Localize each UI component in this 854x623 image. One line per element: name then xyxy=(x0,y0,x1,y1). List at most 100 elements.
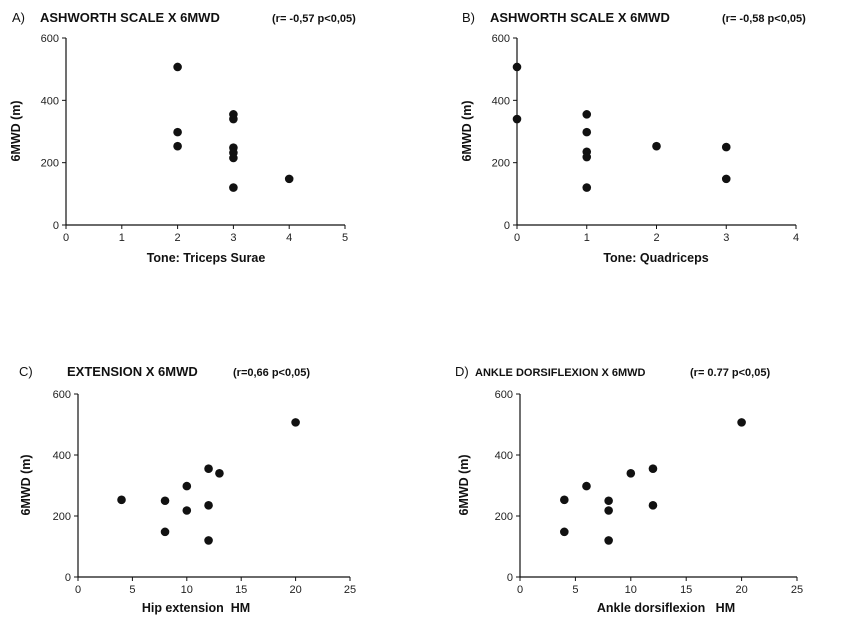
x-tick-label: 2 xyxy=(653,232,659,244)
x-tick-label: 1 xyxy=(584,232,590,244)
x-tick-label: 15 xyxy=(680,584,692,596)
data-point xyxy=(204,501,213,510)
scatter-panel: C) EXTENSION X 6MWD (r=0,66 p<0,05) 0 5 10 15 2… xyxy=(19,364,356,615)
x-tick-label: 4 xyxy=(286,232,292,244)
data-point xyxy=(160,527,170,537)
data-point xyxy=(284,174,294,184)
y-tick-label: 600 xyxy=(41,33,59,45)
panel-stats: (r=0,66 p<0,05) xyxy=(233,367,310,379)
data-point xyxy=(229,183,238,192)
data-point xyxy=(604,496,613,506)
panel-title: EXTENSION X 6MWD xyxy=(67,364,198,379)
panel-stats: (r= 0.77 p<0,05) xyxy=(690,367,770,379)
data-point xyxy=(182,481,192,491)
x-axis-title: Tone: Triceps Surae xyxy=(147,251,266,265)
y-tick-label: 400 xyxy=(495,450,513,462)
y-tick-label: 200 xyxy=(53,511,71,523)
y-tick-label: 200 xyxy=(495,511,513,523)
y-tick-label: 400 xyxy=(492,95,510,107)
y-tick-label: 600 xyxy=(492,33,510,45)
x-tick-label: 25 xyxy=(791,584,803,596)
y-tick-label: 400 xyxy=(41,95,59,107)
panel-stats: (r= -0,58 p<0,05) xyxy=(722,13,806,25)
scatter-panel: A) ASHWORTH SCALE X 6MWD (r= -0,57 p<0,05)… xyxy=(9,10,356,265)
x-tick-label: 3 xyxy=(230,232,236,244)
data-point xyxy=(582,183,592,192)
x-tick-label: 2 xyxy=(175,232,181,244)
panel-letter: B) xyxy=(462,10,475,25)
data-point xyxy=(737,418,746,427)
x-tick-label: 0 xyxy=(517,584,523,596)
y-tick-label: 200 xyxy=(41,158,59,170)
y-tick-label: 600 xyxy=(53,389,71,401)
y-tick-label: 400 xyxy=(53,450,71,462)
y-axis-title: 6MWD (m) xyxy=(457,454,471,515)
data-point xyxy=(160,496,170,506)
data-point xyxy=(229,114,238,124)
x-tick-label: 3 xyxy=(723,232,729,244)
panel-title: ASHWORTH SCALE X 6MWD xyxy=(490,10,670,25)
data-point xyxy=(229,153,238,163)
y-tick-label: 0 xyxy=(53,220,59,232)
data-point xyxy=(604,536,613,545)
data-point xyxy=(173,127,182,137)
data-point xyxy=(626,469,636,478)
y-tick-label: 600 xyxy=(495,389,513,401)
x-tick-label: 0 xyxy=(63,232,69,244)
data-point xyxy=(291,418,300,427)
y-tick-label: 0 xyxy=(504,220,510,232)
data-point xyxy=(648,464,658,474)
x-tick-label: 20 xyxy=(735,584,747,596)
data-point xyxy=(512,62,522,72)
x-tick-label: 5 xyxy=(129,584,135,596)
x-tick-label: 1 xyxy=(119,232,125,244)
data-point xyxy=(117,495,126,505)
panel-title: ANKLE DORSIFLEXION X 6MWD xyxy=(475,367,646,379)
data-point xyxy=(582,127,592,137)
panel-title: ASHWORTH SCALE X 6MWD xyxy=(40,10,220,25)
scatter-panel: B) ASHWORTH SCALE X 6MWD (r= -0,58 p<0,05)… xyxy=(460,10,806,265)
data-point xyxy=(582,152,592,162)
x-tick-label: 15 xyxy=(235,584,247,596)
x-tick-label: 25 xyxy=(344,584,356,596)
data-point xyxy=(512,114,522,124)
x-axis-title: Tone: Quadriceps xyxy=(603,251,708,265)
x-tick-label: 20 xyxy=(289,584,301,596)
data-point xyxy=(560,495,569,505)
data-point xyxy=(604,506,613,515)
x-tick-label: 5 xyxy=(342,232,348,244)
x-axis-title: Hip extension HM xyxy=(142,601,250,615)
y-axis-title: 6MWD (m) xyxy=(19,454,33,515)
x-tick-label: 4 xyxy=(793,232,799,244)
data-point xyxy=(173,62,182,72)
data-point xyxy=(560,527,569,537)
data-point xyxy=(648,501,658,510)
x-tick-label: 10 xyxy=(625,584,637,596)
data-point xyxy=(721,174,731,184)
x-tick-label: 5 xyxy=(572,584,578,596)
data-point xyxy=(582,481,591,491)
x-tick-label: 0 xyxy=(514,232,520,244)
y-axis-title: 6MWD (m) xyxy=(460,100,474,161)
data-point xyxy=(204,464,213,474)
data-point xyxy=(582,110,592,119)
x-tick-label: 10 xyxy=(181,584,193,596)
x-axis-title: Ankle dorsiflexion HM xyxy=(597,601,735,615)
panel-stats: (r= -0,57 p<0,05) xyxy=(272,13,356,25)
data-point xyxy=(182,506,192,515)
data-point xyxy=(721,142,731,152)
panel-letter: C) xyxy=(19,364,33,379)
y-axis-title: 6MWD (m) xyxy=(9,100,23,161)
scatter-panel: D) ANKLE DORSIFLEXION X 6MWD (r= 0.77 p<0,… xyxy=(455,364,803,615)
y-tick-label: 0 xyxy=(65,572,71,584)
panel-letter: A) xyxy=(12,10,25,25)
x-tick-label: 0 xyxy=(75,584,81,596)
data-point xyxy=(204,536,213,545)
y-tick-label: 0 xyxy=(507,572,513,584)
panel-letter: D) xyxy=(455,364,469,379)
data-point xyxy=(215,469,224,478)
y-tick-label: 200 xyxy=(492,158,510,170)
data-point xyxy=(652,141,661,151)
data-point xyxy=(173,141,182,151)
